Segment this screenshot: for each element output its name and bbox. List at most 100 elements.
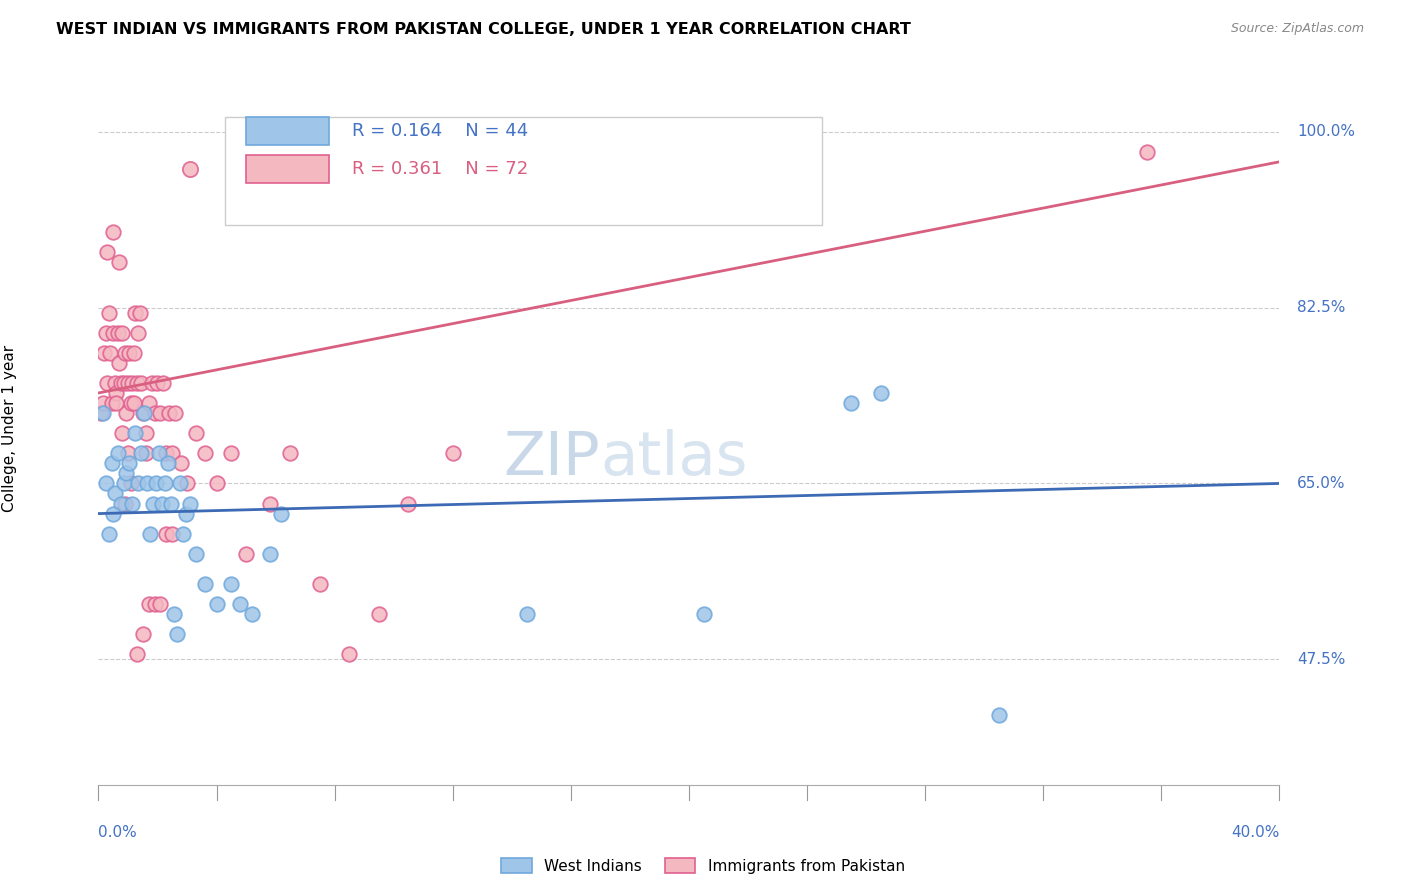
Point [112,376,135,390]
Point [132,627,155,641]
Point [125,376,148,390]
Point [516,607,538,621]
Point [122,345,145,359]
Point [172,526,194,541]
Point [194,577,217,591]
Point [112,476,135,491]
Point [111,326,134,340]
Point [240,607,263,621]
Point [111,426,134,441]
Point [278,446,302,460]
Text: WEST INDIAN VS IMMIGRANTS FROM PAKISTAN COLLEGE, UNDER 1 YEAR CORRELATION CHART: WEST INDIAN VS IMMIGRANTS FROM PAKISTAN … [56,22,911,37]
Point [219,446,243,460]
Point [337,648,360,662]
Point [162,526,183,541]
Point [122,396,145,410]
Point [1135,145,1157,159]
Point [121,376,143,390]
Bar [246,117,329,145]
Text: atlas: atlas [600,429,748,488]
Point [127,326,149,340]
Point [117,446,139,460]
Point [141,376,163,390]
Point [93,345,115,359]
Point [157,406,180,420]
Point [159,497,181,511]
Point [869,386,891,401]
Point [100,396,122,410]
Point [170,456,193,470]
Point [108,255,131,269]
Point [229,597,252,611]
Point [108,356,131,370]
Point [96,376,118,390]
Point [134,406,156,420]
Point [103,507,125,521]
Point [124,305,146,319]
Point [114,345,136,359]
Point [155,446,177,460]
Point [120,476,142,491]
Point [103,225,125,239]
Point [91,396,114,410]
Point [94,476,117,491]
Point [146,376,169,390]
Point [987,707,1010,722]
Point [115,406,138,420]
Point [120,396,142,410]
Point [110,376,132,390]
Point [139,526,162,541]
Point [368,607,391,621]
Legend: West Indians, Immigrants from Pakistan: West Indians, Immigrants from Pakistan [495,852,911,880]
Point [184,426,207,441]
Point [153,476,176,491]
Text: 100.0%: 100.0% [1298,124,1355,139]
Point [148,446,170,460]
Point [219,577,243,591]
Point [174,507,197,521]
Point [96,245,118,260]
Text: 47.5%: 47.5% [1298,652,1346,667]
Point [163,607,186,621]
Point [117,376,139,390]
Point [166,627,188,641]
Point [121,497,143,511]
Point [118,456,141,470]
Point [143,597,166,611]
Point [97,526,120,541]
Text: ZIP: ZIP [503,429,600,488]
Point [165,406,187,420]
Text: College, Under 1 year: College, Under 1 year [3,344,17,512]
Point [104,376,127,390]
Point [205,476,228,491]
Point [441,446,464,460]
Point [149,406,172,420]
Point [91,406,114,420]
Point [135,426,157,441]
Point [129,446,152,460]
Point [259,547,281,561]
Text: R = 0.361    N = 72: R = 0.361 N = 72 [353,160,529,178]
Text: 40.0%: 40.0% [1232,825,1279,840]
Point [839,396,862,410]
Point [132,406,155,420]
Point [693,607,716,621]
Point [150,497,173,511]
Point [104,486,127,500]
Point [143,406,166,420]
Point [152,376,174,390]
Point [136,476,159,491]
Point [138,396,160,410]
Point [235,547,257,561]
Point [107,326,129,340]
Point [396,497,419,511]
Point [110,497,132,511]
Point [155,526,177,541]
Point [97,305,120,319]
Point [124,426,146,441]
Point [259,497,281,511]
Point [129,376,152,390]
Point [98,345,121,359]
Point [309,577,332,591]
Point [128,305,150,319]
